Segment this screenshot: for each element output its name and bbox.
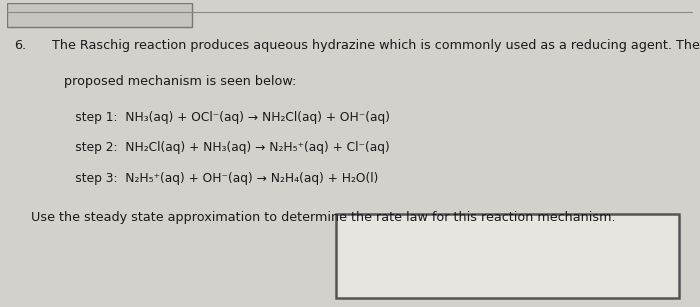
Text: step 2:  NH₂Cl(aq) + NH₃(aq) → N₂H₅⁺(aq) + Cl⁻(aq): step 2: NH₂Cl(aq) + NH₃(aq) → N₂H₅⁺(aq) … bbox=[52, 142, 389, 154]
Text: 6.: 6. bbox=[14, 39, 26, 52]
Text: Use the steady state approximation to determine the rate law for this reaction m: Use the steady state approximation to de… bbox=[31, 211, 615, 224]
Text: proposed mechanism is seen below:: proposed mechanism is seen below: bbox=[52, 75, 296, 88]
Bar bbox=[336, 214, 679, 298]
Text: The Raschig reaction produces aqueous hydrazine which is commonly used as a redu: The Raschig reaction produces aqueous hy… bbox=[52, 39, 699, 52]
Bar bbox=[7, 3, 192, 27]
Text: step 1:  NH₃(aq) + OCl⁻(aq) → NH₂Cl(aq) + OH⁻(aq): step 1: NH₃(aq) + OCl⁻(aq) → NH₂Cl(aq) +… bbox=[52, 111, 390, 124]
Text: step 3:  N₂H₅⁺(aq) + OH⁻(aq) → N₂H₄(aq) + H₂O(l): step 3: N₂H₅⁺(aq) + OH⁻(aq) → N₂H₄(aq) +… bbox=[52, 172, 378, 185]
